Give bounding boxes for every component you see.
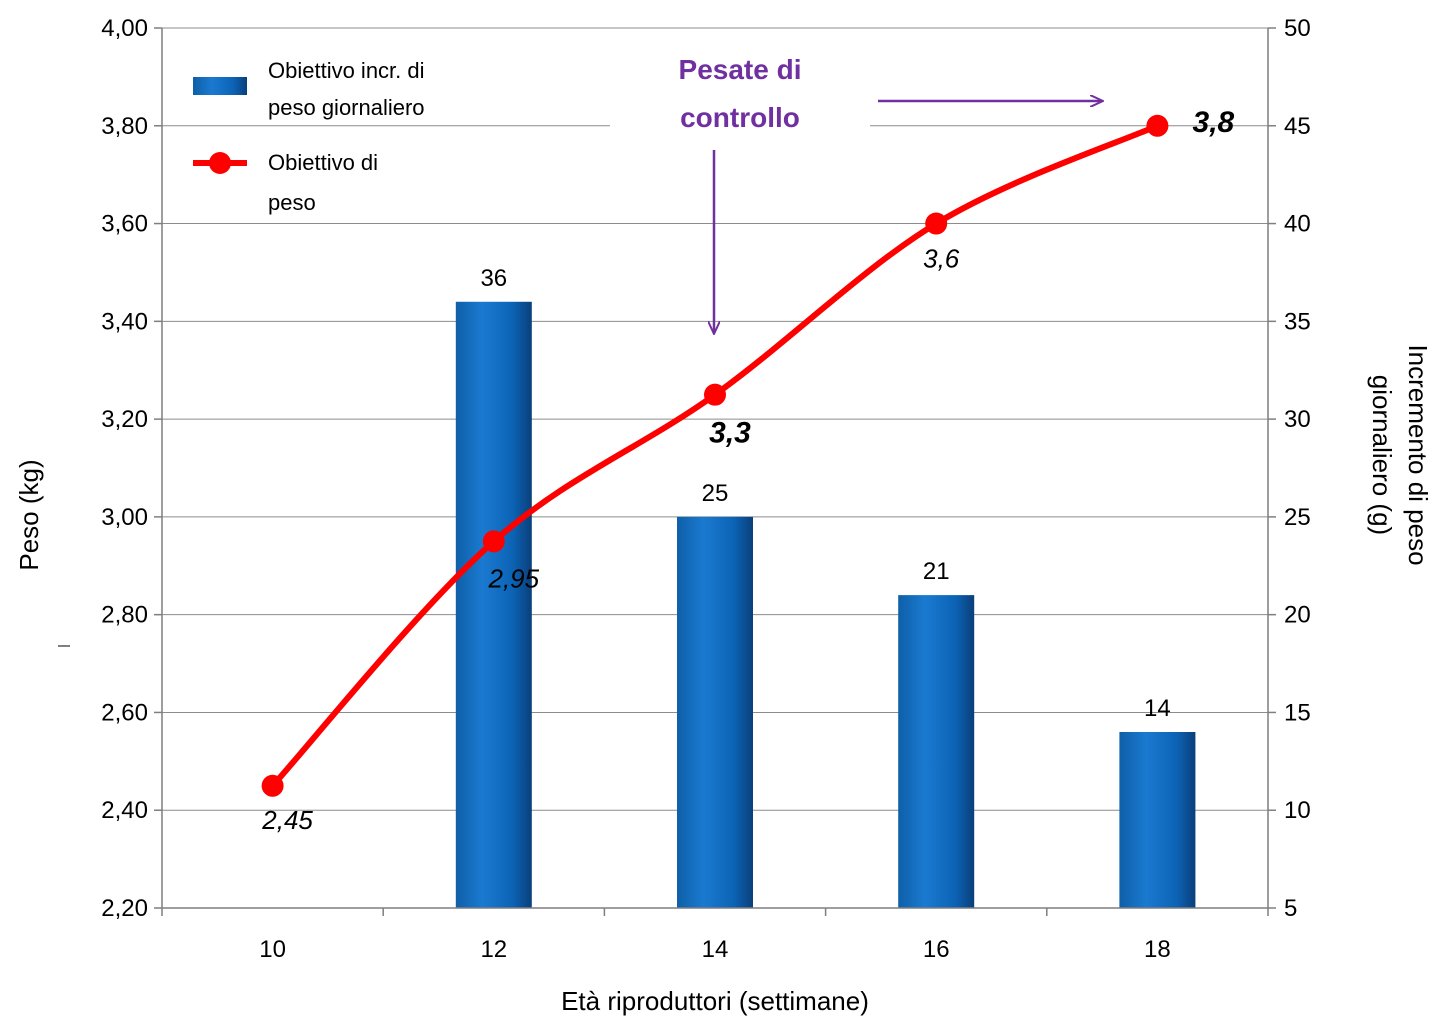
legend-bar-swatch — [193, 77, 247, 95]
x-axis-tick-label: 10 — [259, 936, 286, 963]
y-axis-right-title-line2: giornaliero (g) — [1367, 375, 1397, 535]
y-axis-right-tick-label: 5 — [1284, 895, 1297, 922]
y-axis-left-tick-label: 3,60 — [101, 211, 148, 238]
weight-point — [925, 212, 948, 235]
y-axis-left-tick-label: 3,20 — [101, 406, 148, 433]
annotation-line1: Pesate di — [679, 54, 802, 85]
y-axis-right-tick-label: 35 — [1284, 308, 1311, 335]
weight-point — [482, 530, 505, 553]
bar — [1119, 732, 1196, 908]
weight-data-label: 2,95 — [487, 563, 539, 593]
annotation-pesate: Pesate di controllo — [610, 50, 1102, 333]
y-axis-right-tick-label: 20 — [1284, 602, 1311, 629]
y-axis-left-tick-label: 3,40 — [101, 308, 148, 335]
legend-bar-label-line2: peso giornaliero — [268, 95, 425, 120]
y-axis-right-tick-label: 50 — [1284, 15, 1311, 42]
y-axis-right-tick-label: 40 — [1284, 211, 1311, 238]
x-axis-tick-label: 14 — [702, 936, 729, 963]
weight-data-label: 2,45 — [261, 805, 313, 835]
y-axis-left-tick-label: 2,80 — [101, 602, 148, 629]
weight-data-label: 3,3 — [709, 417, 751, 450]
y-axis-right-tick-label: 30 — [1284, 406, 1311, 433]
y-axis-left-tick-label: 3,00 — [101, 504, 148, 531]
y-axis-left-tick-label: 2,60 — [101, 699, 148, 726]
y-axis-left-tick-label: 4,00 — [101, 15, 148, 42]
y-axis-right-tick-label: 45 — [1284, 113, 1311, 140]
x-axis-tick-label: 16 — [923, 936, 950, 963]
bar-data-label: 14 — [1144, 695, 1171, 722]
bar-data-label: 21 — [923, 558, 950, 585]
y-axis-left-tick-label: 3,80 — [101, 113, 148, 140]
weight-point — [261, 774, 284, 797]
y-axis-right-title-line1: Incremento di peso — [1403, 344, 1433, 565]
weight-data-label: 3,8 — [1193, 106, 1235, 139]
y-axis-right-tick-label: 10 — [1284, 797, 1311, 824]
weight-data-label: 3,6 — [923, 244, 960, 274]
bar — [898, 595, 975, 908]
weight-point — [1146, 114, 1169, 137]
bar — [677, 516, 753, 908]
bar-series: 36 25 21 14 — [455, 265, 1196, 908]
x-axis-title: Età riproduttori (settimane) — [561, 986, 869, 1016]
x-axis-tick-label: 18 — [1144, 936, 1171, 963]
legend-line-label-line1: Obiettivo di — [268, 150, 378, 175]
bar — [455, 301, 532, 908]
y-axis-left-title: Peso (kg) — [14, 459, 44, 570]
y-axis-right-tick-label: 15 — [1284, 699, 1311, 726]
legend-line-marker — [209, 152, 231, 174]
annotation-line2: controllo — [680, 102, 800, 133]
legend: Obiettivo incr. di peso giornaliero Obie… — [193, 58, 425, 215]
axes: 2,20 2,40 2,60 2,80 3,00 3,20 3,40 3,60 3,80 4,00… — [101, 15, 1310, 963]
bar-data-label: 25 — [702, 480, 729, 507]
y-axis-right-tick-label: 25 — [1284, 504, 1311, 531]
y-axis-left-tick-label: 2,40 — [101, 797, 148, 824]
legend-line-label-line2: peso — [268, 190, 316, 215]
weight-point — [704, 383, 726, 406]
annotation-bg — [610, 50, 870, 160]
x-axis-tick-label: 12 — [480, 936, 507, 963]
bar-data-label: 36 — [480, 265, 507, 292]
legend-bar-label-line1: Obiettivo incr. di — [268, 58, 425, 83]
y-axis-left-tick-label: 2,20 — [101, 895, 148, 922]
line-series: 2,45 2,95 3,3 3,6 3,8 — [261, 106, 1234, 835]
